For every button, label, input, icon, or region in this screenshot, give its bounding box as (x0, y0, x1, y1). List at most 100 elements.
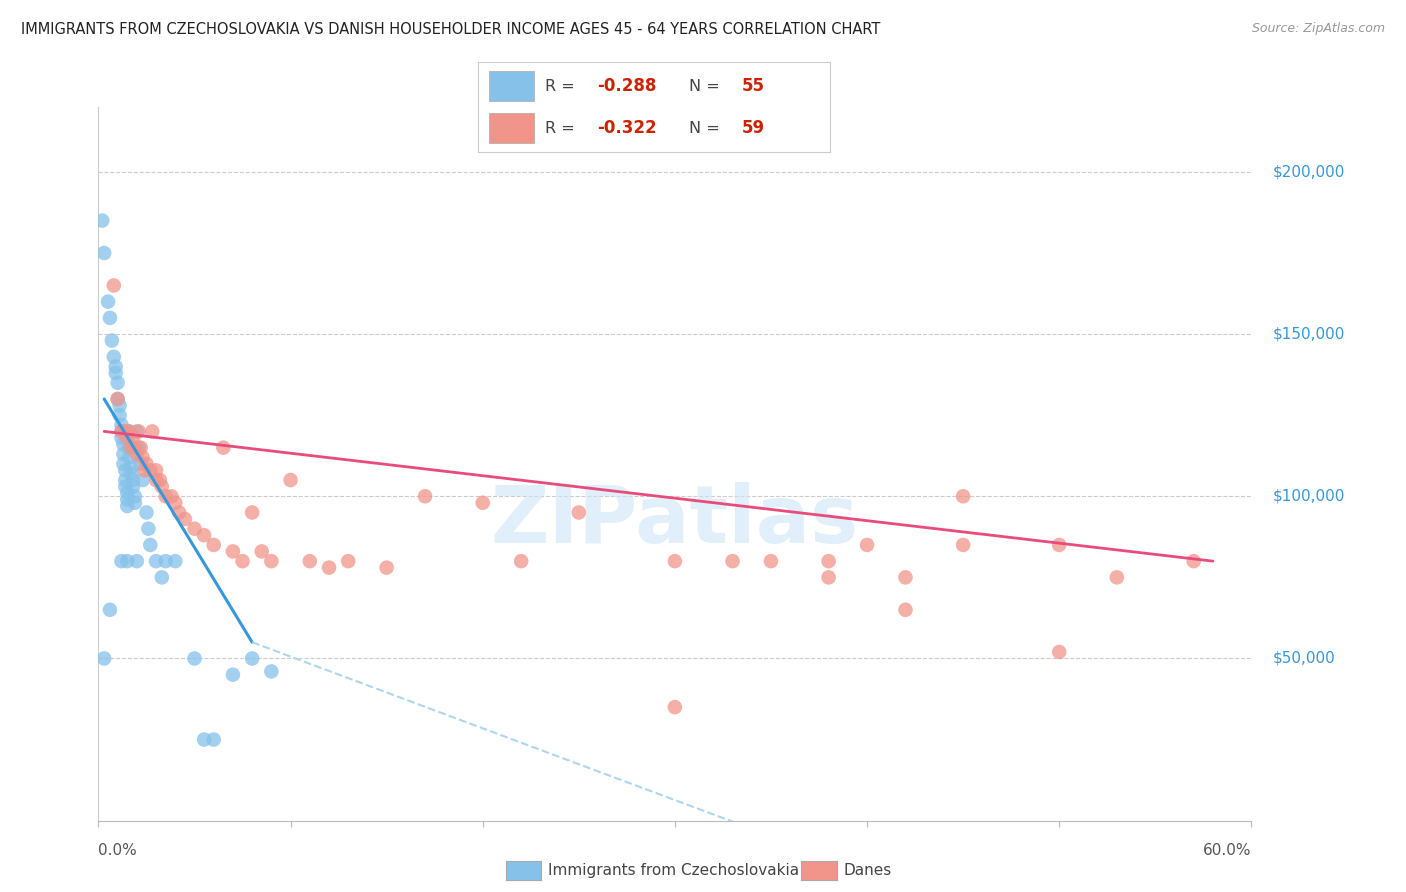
Point (97, 294, 120, 309)
Point (131, 450, 153, 465)
Point (114, 473, 136, 487)
Point (122, 431, 145, 445)
Point (664, 554, 686, 568)
Point (318, 560, 340, 574)
Point (129, 441, 152, 455)
Point (117, 499, 138, 513)
Point (118, 425, 141, 439)
Point (108, 399, 131, 413)
Point (174, 512, 197, 526)
Point (193, 732, 215, 747)
Point (120, 467, 142, 481)
Point (139, 463, 162, 477)
Bar (489, 113, 534, 143)
Point (240, 651, 263, 665)
Point (122, 479, 145, 493)
Point (128, 425, 150, 439)
Point (568, 506, 591, 520)
Point (149, 473, 172, 487)
Point (108, 408, 131, 422)
Point (231, 554, 254, 568)
Text: N =: N = (689, 120, 725, 136)
Point (222, 544, 245, 558)
Point (183, 522, 205, 536)
Point (118, 450, 141, 465)
Point (1105, 570, 1128, 584)
Text: $50,000: $50,000 (1272, 651, 1336, 666)
Text: Danes: Danes (844, 863, 891, 878)
Point (101, 334, 124, 348)
Point (104, 366, 127, 380)
Text: 59: 59 (742, 119, 765, 137)
Point (165, 554, 187, 568)
Point (124, 441, 146, 455)
Text: -0.322: -0.322 (598, 119, 657, 137)
Point (114, 479, 136, 493)
Point (124, 496, 146, 510)
Point (240, 506, 263, 520)
Text: N =: N = (689, 78, 725, 94)
Point (114, 425, 136, 439)
Point (510, 554, 533, 568)
Point (122, 473, 145, 487)
Point (131, 473, 153, 487)
Text: 0.0%: 0.0% (98, 843, 138, 858)
Point (118, 425, 141, 439)
Point (139, 538, 162, 552)
Point (193, 528, 215, 542)
Text: $150,000: $150,000 (1272, 326, 1344, 342)
Point (112, 447, 135, 461)
Point (93, 651, 115, 665)
Point (125, 554, 148, 568)
Point (471, 496, 494, 510)
Point (260, 665, 283, 679)
Point (91, 213, 114, 227)
Point (103, 278, 125, 293)
Point (128, 441, 150, 455)
Point (112, 437, 135, 451)
Point (138, 522, 160, 536)
Point (337, 554, 360, 568)
Point (145, 473, 167, 487)
Point (129, 457, 152, 471)
Point (167, 506, 190, 520)
Point (110, 431, 132, 445)
Text: R =: R = (546, 78, 579, 94)
Point (721, 554, 744, 568)
Point (110, 554, 132, 568)
Point (145, 463, 167, 477)
Point (135, 506, 157, 520)
Point (135, 457, 157, 471)
Point (1047, 645, 1070, 659)
Point (120, 460, 142, 475)
Point (125, 425, 148, 439)
Point (125, 447, 148, 461)
Text: ZIPatlas: ZIPatlas (491, 482, 859, 560)
Point (759, 554, 782, 568)
Point (124, 489, 146, 503)
Point (98, 603, 121, 617)
Point (856, 538, 879, 552)
Point (817, 554, 839, 568)
Text: R =: R = (546, 120, 579, 136)
Point (110, 425, 132, 439)
Point (260, 554, 283, 568)
Point (107, 392, 129, 406)
Point (150, 479, 173, 493)
Point (120, 441, 142, 455)
Point (114, 463, 136, 477)
Point (280, 473, 302, 487)
Point (110, 425, 132, 439)
Point (145, 554, 167, 568)
Point (155, 489, 177, 503)
Point (160, 489, 183, 503)
Point (117, 492, 138, 507)
Point (375, 560, 398, 574)
Point (110, 417, 132, 432)
Point (165, 496, 187, 510)
Point (298, 554, 321, 568)
Point (117, 431, 138, 445)
Point (117, 486, 138, 500)
Point (107, 376, 129, 390)
Point (664, 700, 686, 714)
